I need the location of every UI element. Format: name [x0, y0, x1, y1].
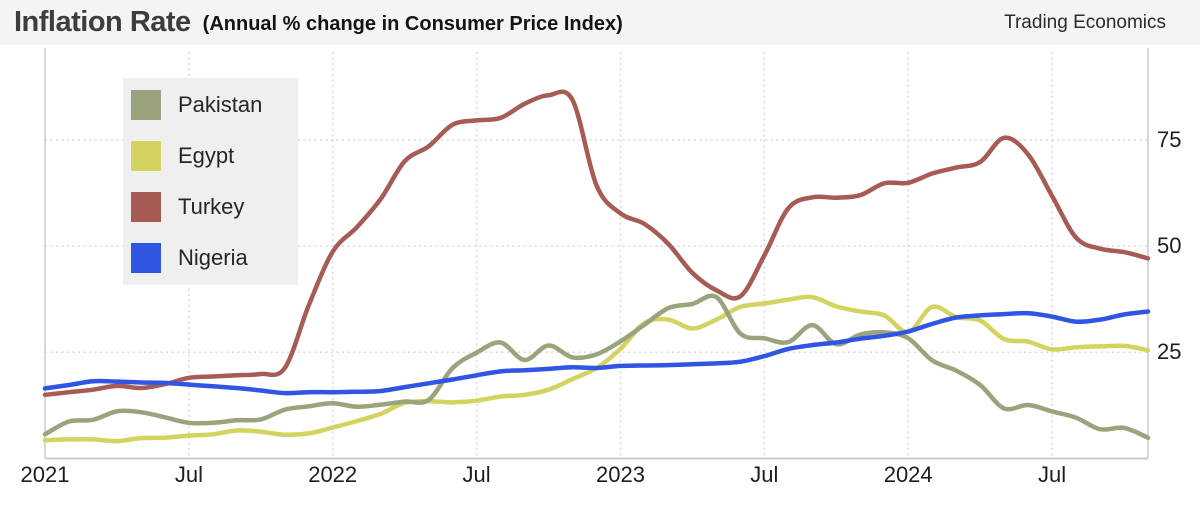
legend-item-label: Pakistan: [178, 92, 263, 117]
legend-item-label: Egypt: [178, 143, 235, 168]
series-line-nigeria: [42, 309, 1151, 396]
y-tick-label: 50: [1157, 233, 1182, 259]
y-tick-label: 75: [1157, 126, 1182, 152]
legend-swatch-icon: [131, 243, 161, 273]
x-tick-label: Jul: [750, 462, 779, 487]
chart-subtitle: (Annual % change in Consumer Price Index…: [202, 12, 623, 35]
legend-item-label: Turkey: [178, 194, 245, 219]
x-tick-label: Jul: [174, 462, 203, 487]
chart-legend: Pakistan Egypt Turkey Nigeria: [123, 78, 299, 285]
y-tick-label: 25: [1157, 339, 1182, 365]
legend-item-nigeria[interactable]: Nigeria: [131, 243, 262, 273]
x-tick-label: 2021: [20, 462, 70, 487]
x-tick-label: 2022: [308, 462, 358, 487]
legend-item-egypt[interactable]: Egypt: [131, 141, 262, 171]
x-tick-label: 2023: [596, 462, 645, 487]
x-tick-label: Jul: [462, 462, 491, 487]
legend-swatch-icon: [131, 192, 161, 222]
legend-item-pakistan[interactable]: Pakistan: [131, 90, 262, 120]
legend-swatch-icon: [131, 90, 161, 120]
legend-item-label: Nigeria: [178, 245, 248, 270]
legend-swatch-icon: [131, 141, 161, 171]
series-line-turkey: [42, 89, 1151, 398]
chart-header: Inflation Rate (Annual % change in Consu…: [0, 0, 1200, 45]
x-tick-label: Jul: [1038, 462, 1067, 487]
branding-label: Trading Economics: [1004, 11, 1166, 33]
x-tick-label: 2024: [883, 462, 933, 487]
legend-item-turkey[interactable]: Turkey: [131, 192, 262, 222]
page-title: Inflation Rate: [14, 6, 191, 38]
series-line-pakistan: [42, 293, 1151, 440]
